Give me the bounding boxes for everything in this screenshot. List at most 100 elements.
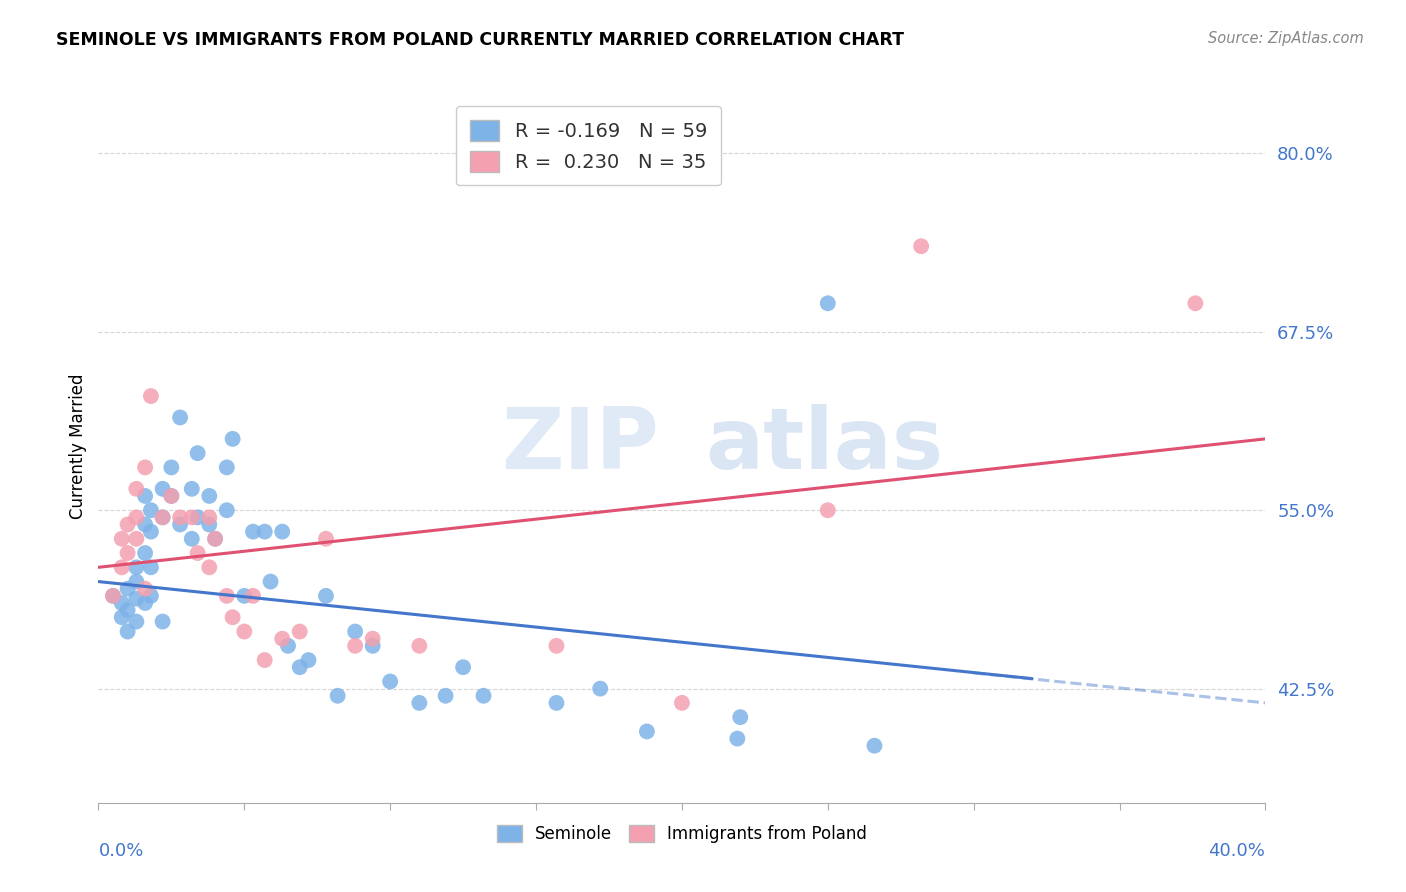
Point: [101, 589, 124, 603]
Y-axis label: Currently Married: Currently Married: [69, 373, 87, 519]
Point: [180, 532, 202, 546]
Point: [117, 546, 139, 560]
Point: [198, 517, 221, 532]
Point: [160, 460, 183, 475]
Point: [277, 639, 299, 653]
Point: [221, 610, 243, 624]
Point: [169, 510, 191, 524]
Point: [434, 689, 457, 703]
Point: [139, 560, 162, 574]
Point: [125, 574, 148, 589]
Point: [408, 696, 430, 710]
Point: [139, 524, 162, 539]
Point: [671, 696, 693, 710]
Point: [180, 482, 202, 496]
Point: [380, 674, 402, 689]
Point: [160, 489, 183, 503]
Point: [111, 560, 134, 574]
Point: [187, 510, 209, 524]
Point: [361, 639, 384, 653]
Legend: Seminole, Immigrants from Poland: Seminole, Immigrants from Poland: [488, 817, 876, 852]
Point: [169, 410, 191, 425]
Point: [139, 503, 162, 517]
Point: [125, 510, 148, 524]
Point: [546, 639, 568, 653]
Point: [152, 510, 174, 524]
Point: [288, 660, 311, 674]
Point: [725, 731, 748, 746]
Point: [259, 574, 281, 589]
Point: [125, 560, 148, 574]
Point: [315, 589, 337, 603]
Point: [817, 296, 839, 310]
Text: atlas: atlas: [706, 404, 943, 488]
Point: [187, 546, 209, 560]
Point: [117, 582, 139, 596]
Point: [187, 446, 209, 460]
Point: [472, 689, 495, 703]
Point: [111, 610, 134, 624]
Text: 0.0%: 0.0%: [98, 842, 143, 860]
Point: [589, 681, 612, 696]
Point: [408, 639, 430, 653]
Point: [636, 724, 658, 739]
Point: [233, 624, 256, 639]
Point: [215, 503, 238, 517]
Point: [546, 696, 568, 710]
Point: [125, 591, 148, 606]
Text: SEMINOLE VS IMMIGRANTS FROM POLAND CURRENTLY MARRIED CORRELATION CHART: SEMINOLE VS IMMIGRANTS FROM POLAND CURRE…: [56, 31, 904, 49]
Point: [134, 582, 156, 596]
Point: [1184, 296, 1206, 310]
Point: [198, 560, 221, 574]
Point: [315, 532, 337, 546]
Point: [910, 239, 932, 253]
Point: [817, 503, 839, 517]
Point: [271, 632, 294, 646]
Point: [863, 739, 886, 753]
Point: [152, 482, 174, 496]
Point: [253, 524, 276, 539]
Point: [117, 603, 139, 617]
Point: [198, 510, 221, 524]
Point: [233, 589, 256, 603]
Point: [242, 589, 264, 603]
Point: [134, 517, 156, 532]
Text: Source: ZipAtlas.com: Source: ZipAtlas.com: [1208, 31, 1364, 46]
Point: [204, 532, 226, 546]
Point: [125, 615, 148, 629]
Point: [152, 510, 174, 524]
Point: [134, 489, 156, 503]
Point: [361, 632, 384, 646]
Point: [117, 624, 139, 639]
Point: [242, 524, 264, 539]
Point: [344, 624, 367, 639]
Point: [152, 615, 174, 629]
Point: [139, 589, 162, 603]
Point: [198, 489, 221, 503]
Point: [111, 532, 134, 546]
Point: [139, 389, 162, 403]
Point: [288, 624, 311, 639]
Point: [451, 660, 474, 674]
Text: 40.0%: 40.0%: [1209, 842, 1265, 860]
Point: [271, 524, 294, 539]
Point: [111, 596, 134, 610]
Point: [125, 482, 148, 496]
Point: [297, 653, 319, 667]
Point: [730, 710, 752, 724]
Point: [215, 460, 238, 475]
Point: [160, 489, 183, 503]
Point: [134, 460, 156, 475]
Point: [344, 639, 367, 653]
Point: [169, 517, 191, 532]
Point: [253, 653, 276, 667]
Point: [101, 589, 124, 603]
Point: [134, 546, 156, 560]
Point: [134, 596, 156, 610]
Point: [180, 510, 202, 524]
Point: [117, 517, 139, 532]
Text: ZIP: ZIP: [501, 404, 658, 488]
Point: [221, 432, 243, 446]
Point: [326, 689, 349, 703]
Point: [204, 532, 226, 546]
